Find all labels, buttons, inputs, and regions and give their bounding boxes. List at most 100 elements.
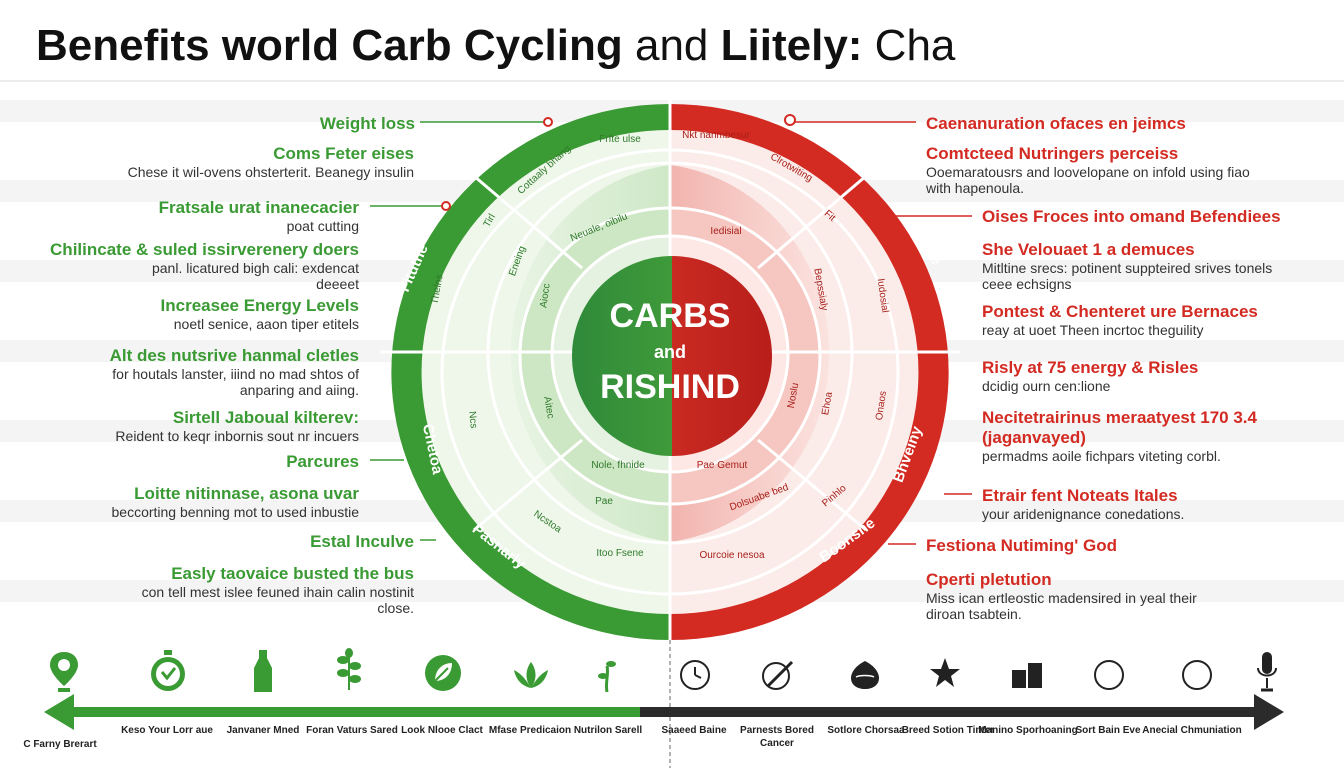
- title-part: and: [622, 21, 721, 70]
- timeline-label: Manino Sporhoaning: [978, 725, 1078, 736]
- inner-label: Noslu: [786, 382, 801, 409]
- benefit-item: Parcures: [0, 452, 359, 472]
- risk-description: dcidig ourn cen:lione: [982, 378, 1111, 394]
- risk-heading: Necitetrairinus meraatyest 170 3.4 (jaga…: [982, 408, 1257, 447]
- connector-dot: [872, 212, 880, 220]
- timeline-label: Breed Sotion Tinter: [901, 725, 995, 736]
- risk-heading: Pontest & Chenteret ure Bernaces: [982, 302, 1258, 321]
- risk-description: Ooemaratousrs and loovelopane on infold …: [926, 164, 1250, 196]
- center-line-3: RISHIND: [600, 368, 740, 406]
- bottle-icon: [254, 650, 272, 692]
- benefit-item: Easly taovaice busted the bus con tell m…: [114, 564, 414, 616]
- microphone-icon: [1257, 652, 1277, 692]
- benefit-description: noetl senice, aaon tiper etitels: [173, 316, 359, 332]
- risk-heading: Etrair fent Noteats Itales: [982, 486, 1178, 505]
- benefit-heading: Parcures: [286, 452, 359, 471]
- benefit-heading: Alt des nutsrive hanmal cletles: [109, 346, 359, 365]
- center-circle: [572, 256, 772, 456]
- location-pin-icon: [50, 652, 78, 692]
- risk-heading: Comtcteed Nutringers perceiss: [926, 144, 1179, 163]
- risk-item: Oises Froces into omand Befendiees: [982, 207, 1344, 227]
- sprout-icon: [598, 661, 616, 693]
- inner-label: Nkt nanmbesur: [682, 130, 750, 141]
- leaf-icon: [425, 655, 461, 691]
- benefit-item: Estal Inculve: [34, 532, 414, 552]
- risk-description: Miss ican ertleostic madensired in yeal …: [926, 590, 1197, 622]
- risk-heading: Cperti pletution: [926, 570, 1052, 589]
- benefit-heading: Increasee Energy Levels: [160, 296, 359, 315]
- risk-item: Necitetrairinus meraatyest 170 3.4 (jaga…: [982, 408, 1262, 464]
- star-icon: [930, 658, 960, 687]
- inner-label: Itoo Fsene: [596, 548, 644, 559]
- inner-label: Aitec: [541, 396, 556, 420]
- center-line-1: CARBS: [610, 297, 731, 335]
- header: Benefits world Carb Cycling and Liitely:…: [0, 0, 1344, 82]
- inner-label: Iedisial: [710, 226, 741, 237]
- benefit-heading: Loitte nitinnase, asona uvar: [134, 484, 359, 503]
- herb-icon: [337, 648, 361, 690]
- benefit-item: Chilincate & suled issirverenery doers p…: [9, 240, 359, 292]
- timeline-label: Foran Vaturs Sared: [306, 725, 398, 736]
- benefit-heading: Fratsale urat inanecacier: [158, 198, 359, 217]
- connector-dot: [441, 201, 451, 211]
- risk-item: Etrair fent Noteats Itales your aridenig…: [982, 486, 1344, 522]
- risk-heading: Caenanuration ofaces en jeimcs: [926, 114, 1186, 133]
- risk-description: reay at uoet Theen incrtoc theguility: [982, 322, 1204, 338]
- knife-icon: [762, 660, 794, 690]
- clock-icon: [680, 660, 710, 690]
- timeline-bar-dark: [640, 707, 1260, 717]
- title-part: Cha: [862, 21, 956, 70]
- timeline-label: Nutrilon Sarell: [573, 725, 643, 736]
- timeline-label: Saaeed Baine: [661, 725, 727, 736]
- timeline-label: Parnests Bored Cancer: [740, 725, 814, 749]
- page-title: Benefits world Carb Cycling and Liitely:…: [36, 18, 955, 74]
- benefit-item: Coms Feter eises Chese it wil-ovens ohst…: [34, 144, 414, 180]
- timeline-bar-green: [72, 707, 672, 717]
- timeline-label: Sotlore Chorsaa: [827, 725, 905, 736]
- risk-item: Cperti pletution Miss ican ertleostic ma…: [926, 570, 1236, 622]
- inner-label: Frfte ulse: [599, 134, 641, 145]
- lotus-icon: [514, 662, 548, 688]
- stopwatch-icon: [151, 650, 185, 691]
- connectors-red: [790, 121, 972, 545]
- risk-item: Risly at 75 energy & Risles dcidig ourn …: [982, 358, 1344, 394]
- timeline-arrow-right: [1254, 694, 1284, 730]
- inner-label: Ehoa: [820, 391, 835, 416]
- connector-dot: [543, 117, 553, 127]
- benefit-item: Increasee Energy Levels noetl senice, aa…: [0, 296, 359, 332]
- chestnut-icon: [851, 661, 879, 689]
- benefit-item: Loitte nitinnase, asona uvar beccorting …: [0, 484, 360, 520]
- timeline-label: Mfase Predicaion: [488, 725, 572, 736]
- timeline-label: C Farny Brerart: [23, 739, 97, 750]
- timeline-label: Anecial Chmuniation: [1142, 725, 1242, 736]
- risk-description: your aridenignance conedations.: [982, 506, 1185, 522]
- inner-label: Thelns: [430, 274, 446, 305]
- inner-label: Pae: [595, 496, 613, 507]
- risk-heading: Oises Froces into omand Befendiees: [982, 207, 1281, 226]
- benefit-heading: Coms Feter eises: [273, 144, 414, 163]
- title-part: Benefits world Carb Cycling: [36, 21, 623, 70]
- benefit-description: Chese it wil-ovens ohsterterit. Beanegy …: [127, 164, 414, 180]
- center-line-2: and: [654, 342, 686, 362]
- risk-heading: Festiona Nutiming' God: [926, 536, 1118, 555]
- benefit-description: for houtals lanster, iiind no mad shtos …: [112, 366, 359, 398]
- inner-label: Ourcoie nesoa: [699, 550, 764, 561]
- risk-heading: She Velouaet 1 a demuces: [982, 240, 1195, 259]
- benefit-description: Reident to keqr inbornis sout nr incuers: [115, 428, 359, 444]
- risk-description: Mitltine srecs: potinent suppteired sriv…: [982, 260, 1273, 292]
- title-part: Liitely:: [720, 21, 863, 70]
- circle-icon: [1182, 660, 1212, 690]
- timeline-label: Janvaner Mned: [226, 725, 300, 736]
- timeline-label: Keso Your Lorr aue: [121, 725, 213, 736]
- timeline-label: Look Nlooe Clact: [401, 725, 483, 736]
- benefit-description: poat cutting: [286, 218, 359, 234]
- inner-label: Nole, fhnide: [591, 460, 645, 471]
- risk-item: Festiona Nutiming' God: [926, 536, 1316, 556]
- benefit-description: con tell mest islee feuned ihain calin n…: [141, 584, 414, 616]
- benefit-description: beccorting benning mot to used inbustie: [111, 504, 360, 520]
- benefit-heading: Chilincate & suled issirverenery doers: [50, 240, 359, 259]
- benefit-item: Weight loss: [35, 114, 415, 134]
- benefit-heading: Estal Inculve: [310, 532, 414, 551]
- benefit-item: Sirtell Jaboual kilterev: Reident to keq…: [0, 408, 359, 444]
- risk-item: She Velouaet 1 a demuces Mitltine srecs:…: [982, 240, 1302, 292]
